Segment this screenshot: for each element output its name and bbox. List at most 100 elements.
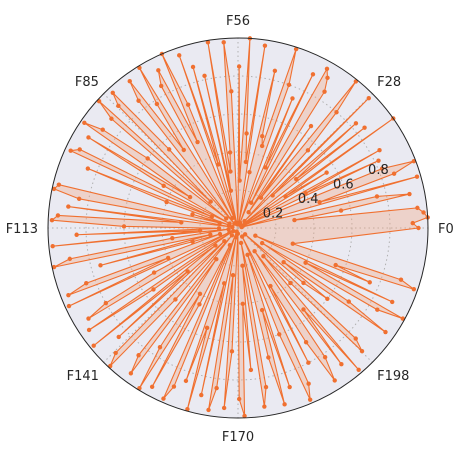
data-point-144 <box>229 233 235 238</box>
data-point-194 <box>356 367 361 372</box>
data-point-166 <box>221 405 227 411</box>
data-point-163 <box>206 407 211 413</box>
angle-category-labels: F0 F28 F56 F85 F113 F141 F170 F198 <box>6 14 454 445</box>
data-point-55 <box>237 178 242 183</box>
data-point-195 <box>261 254 266 259</box>
data-point-165 <box>230 273 236 278</box>
radial-tick-label: 0.8 <box>368 163 389 178</box>
data-point-17 <box>303 191 308 196</box>
data-point-94 <box>161 183 166 188</box>
data-point-12 <box>391 171 397 176</box>
category-label-f198: F198 <box>377 369 409 384</box>
data-point-48 <box>272 68 278 73</box>
data-point-30 <box>305 148 311 153</box>
data-point-112 <box>121 224 127 229</box>
data-point-83 <box>110 90 115 95</box>
data-point-196 <box>288 280 293 286</box>
data-point-84 <box>116 103 121 109</box>
data-point-101 <box>226 222 232 228</box>
data-point-210 <box>253 233 258 238</box>
data-point-129 <box>227 230 232 235</box>
data-point-177 <box>266 355 271 360</box>
data-point-87 <box>109 116 114 121</box>
data-point-113 <box>216 226 222 231</box>
data-point-77 <box>154 101 160 107</box>
data-point-40 <box>310 72 316 77</box>
data-point-126 <box>66 292 71 298</box>
data-point-133 <box>231 228 236 234</box>
data-point-24 <box>362 125 367 130</box>
data-point-104 <box>56 182 62 187</box>
data-point-59 <box>221 40 226 45</box>
data-point-172 <box>248 367 254 373</box>
data-point-162 <box>234 235 239 240</box>
data-point-90 <box>100 127 105 132</box>
data-point-29 <box>242 218 247 224</box>
data-point-143 <box>173 297 178 302</box>
data-point-170 <box>242 413 247 419</box>
data-point-35 <box>246 210 251 215</box>
data-point-208 <box>303 260 308 265</box>
data-point-61 <box>228 169 233 174</box>
data-point-91 <box>82 120 87 126</box>
data-point-179 <box>259 307 265 313</box>
data-point-186 <box>306 360 311 365</box>
data-point-212 <box>333 262 338 268</box>
data-point-73 <box>156 68 161 73</box>
data-point-103 <box>217 220 222 226</box>
data-point-188 <box>303 340 309 345</box>
data-point-125 <box>84 281 89 286</box>
data-point-52 <box>243 159 249 165</box>
data-point-78 <box>181 147 186 153</box>
data-point-108 <box>66 204 71 209</box>
data-point-74 <box>158 83 164 89</box>
data-point-34 <box>308 123 314 129</box>
data-point-205 <box>259 240 265 246</box>
data-point-190 <box>322 354 328 360</box>
data-point-38 <box>324 66 330 71</box>
data-point-115 <box>197 228 203 233</box>
radial-tick-label: 0.4 <box>298 192 319 207</box>
data-point-28 <box>366 95 371 101</box>
data-point-150 <box>197 291 203 297</box>
data-point-58 <box>229 89 234 94</box>
data-point-79 <box>127 78 132 84</box>
data-point-145 <box>136 353 141 358</box>
data-point-120 <box>51 264 57 270</box>
data-point-130 <box>151 270 157 275</box>
data-point-64 <box>202 73 207 79</box>
data-point-31 <box>334 110 339 115</box>
category-label-f0: F0 <box>438 222 454 237</box>
data-point-180 <box>287 384 292 390</box>
data-point-89 <box>145 156 150 161</box>
data-point-14 <box>379 166 385 171</box>
category-label-f141: F141 <box>67 369 99 384</box>
data-point-102 <box>190 212 195 217</box>
series-layer <box>49 36 430 419</box>
data-point-26 <box>353 121 359 126</box>
data-point-189 <box>332 378 337 383</box>
data-point-18 <box>377 148 382 153</box>
data-point-70 <box>185 102 191 107</box>
data-point-191 <box>252 248 257 254</box>
data-point-159 <box>185 406 190 412</box>
data-point-53 <box>244 131 249 136</box>
data-point-202 <box>281 259 286 265</box>
data-point-42 <box>290 96 295 101</box>
category-label-f85: F85 <box>75 75 99 90</box>
data-point-204 <box>346 299 351 304</box>
data-point-106 <box>76 196 82 202</box>
data-point-167 <box>229 349 235 354</box>
data-point-137 <box>91 343 96 348</box>
data-point-209 <box>390 299 395 305</box>
data-point-27 <box>270 193 275 198</box>
data-point-206 <box>375 307 380 312</box>
category-label-f170: F170 <box>222 430 254 445</box>
data-point-211 <box>367 280 372 285</box>
data-point-60 <box>227 150 233 155</box>
data-point-192 <box>339 362 344 367</box>
radial-tick-label: 0.2 <box>263 207 284 222</box>
data-point-200 <box>301 280 306 286</box>
data-point-19 <box>242 221 247 227</box>
